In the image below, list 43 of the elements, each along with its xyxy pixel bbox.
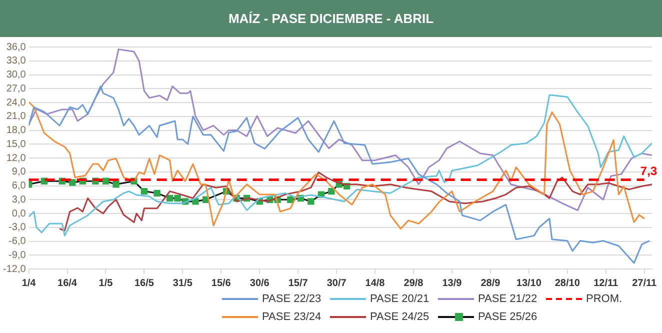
legend-label: PASE 24/25: [370, 311, 430, 323]
chart-title: MAÍZ - PASE DICIEMBRE - ABRIL: [0, 0, 662, 37]
legend-label: PROM.: [586, 293, 622, 305]
y-tick-label: -9,0: [8, 250, 26, 261]
x-tick-label: 1/4: [22, 278, 36, 289]
y-tick-label: -12,0: [2, 264, 26, 275]
x-tick-label: 28/9: [480, 278, 501, 289]
legend-label: PASE 20/21: [370, 293, 430, 305]
x-tick-label: 30/7: [326, 278, 347, 289]
x-tick-label: 30/6: [250, 278, 270, 289]
y-tick-label: 6,0: [12, 180, 26, 192]
x-tick-label: 29/8: [404, 278, 424, 289]
x-tick-label: 14/8: [365, 278, 386, 289]
x-tick-label: 13/9: [442, 278, 462, 289]
annotation: 7,3: [640, 164, 658, 178]
y-tick-label: 24,0: [6, 97, 26, 108]
y-tick-label: 30,0: [6, 70, 26, 80]
y-tick-label: 36,0: [6, 42, 26, 53]
y-tick-label: 27,0: [6, 83, 26, 94]
x-tick-label: 15/7: [288, 278, 308, 289]
legend-label: PASE 21/22: [478, 293, 538, 305]
y-tick-label: 21,0: [6, 111, 26, 122]
y-tick-label: 33,0: [6, 56, 26, 67]
x-tick-label: 15/6: [211, 278, 232, 289]
y-tick-label: 12,0: [6, 152, 26, 164]
legend-label: PASE 22/23: [262, 293, 322, 305]
x-tick-label: 27/11: [632, 278, 657, 289]
y-tick-label: -3,0: [8, 222, 26, 234]
x-tick-label: 16/4: [58, 278, 78, 289]
y-tick-label: 18,0: [6, 125, 26, 136]
x-tick-label: 28/10: [554, 278, 580, 289]
legend-label: PASE 23/24: [262, 311, 322, 323]
y-tick-label: 3,0: [12, 194, 26, 206]
y-tick-label: 0,0: [12, 208, 26, 220]
x-tick-label: 1/5: [98, 278, 114, 289]
x-tick-label: 12/11: [594, 278, 619, 289]
y-tick-label: -6,0: [8, 236, 26, 247]
y-tick-label: 9,0: [12, 166, 26, 178]
x-tick-label: 13/10: [516, 278, 542, 289]
x-tick-label: 31/5: [172, 278, 193, 289]
legend-label: PASE 25/26: [478, 311, 538, 323]
x-tick-label: 16/5: [134, 278, 154, 289]
y-tick-label: 15,0: [6, 138, 26, 150]
